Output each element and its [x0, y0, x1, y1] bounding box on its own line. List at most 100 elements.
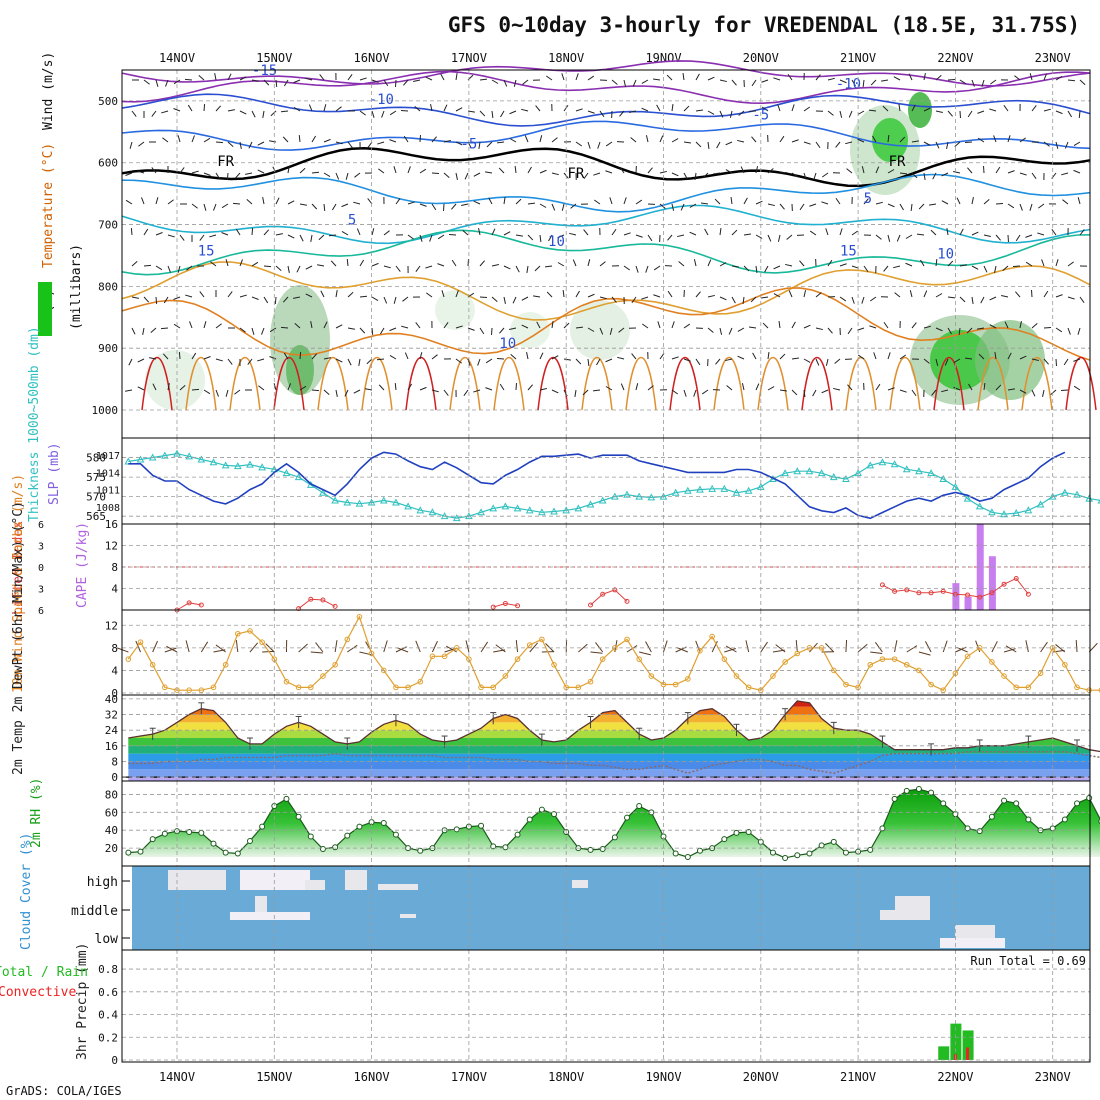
rh-point	[830, 838, 837, 845]
cloud-clear-patch	[400, 914, 416, 918]
warm-isotherm	[889, 357, 921, 411]
surface-wind-barb	[465, 640, 470, 653]
cloud-level-middle: middle	[71, 904, 118, 919]
rh-legend-swatch	[38, 282, 52, 336]
date-tick-bottom: 17NOV	[451, 1070, 487, 1084]
wind-speed-point	[125, 656, 132, 662]
thickness-point	[173, 449, 181, 457]
rh-point	[745, 829, 752, 835]
warm-isotherm	[713, 357, 745, 411]
surface-wind-barb	[645, 641, 652, 653]
rh-shading	[975, 320, 1045, 400]
wind-tick: 8	[111, 642, 118, 655]
date-tick-bottom: 15NOV	[256, 1070, 292, 1084]
wind-speed-point	[514, 656, 521, 662]
rh-point	[696, 847, 703, 854]
date-tick-top: 21NOV	[840, 51, 876, 65]
surface-wind-barb	[166, 645, 178, 653]
wind-speed-point	[697, 647, 703, 654]
rh-shading	[908, 92, 932, 128]
thickness-point	[160, 451, 169, 459]
rh-point	[1001, 797, 1008, 804]
isotherm-line	[121, 229, 1091, 276]
lifted-index-point	[308, 596, 314, 602]
rh-point	[891, 795, 898, 802]
warm-isotherm	[229, 357, 261, 411]
thickness-point	[683, 486, 692, 494]
contour-label: 10	[499, 336, 516, 352]
lifted-index-point	[989, 590, 995, 596]
lifted-index-point	[1025, 591, 1031, 597]
chart-title: GFS 0~10day 3-hourly for VREDENDAL (18.5…	[448, 13, 1080, 37]
precip-total-bar	[962, 1030, 974, 1060]
rh-point	[453, 826, 460, 833]
cape-tick: 12	[105, 540, 118, 553]
wind-speed-point	[429, 653, 436, 660]
warm-isotherm	[801, 357, 833, 411]
date-tick-bottom: 14NOV	[159, 1070, 195, 1084]
wind-hgrid	[122, 624, 1090, 694]
wind-speed-point	[843, 681, 849, 688]
ylabel-temperature: Temperature (°C)	[41, 143, 56, 268]
pre-hgrid	[122, 968, 1090, 1061]
surface-wind-barb	[711, 640, 718, 653]
ylabel-thickness: Thickness 1000~500mb (dm)	[27, 326, 42, 522]
surface-wind-barb	[590, 651, 603, 654]
surface-wind-barb	[495, 644, 506, 653]
contour-label: FR	[889, 154, 906, 170]
isotherm-line	[121, 70, 1091, 105]
rh-tick: 60	[105, 806, 118, 819]
thickness-point	[1036, 500, 1045, 508]
cloud-level-high: high	[87, 875, 118, 890]
warm-isotherm	[493, 357, 525, 411]
warm-isotherm	[185, 357, 217, 411]
thickness-point	[574, 504, 583, 512]
precip-panel: 0 0.2 0.4 0.6 0.8 Run Total = 0.69 3hr Precip …	[0, 943, 1086, 1067]
surface-wind-barb	[725, 645, 737, 653]
wind-speed-point	[490, 684, 497, 691]
rh-point	[867, 846, 874, 853]
rh-point	[514, 831, 521, 838]
rh-point	[782, 854, 789, 861]
wind-speed-point	[502, 673, 509, 679]
thickness-point	[331, 496, 339, 504]
lifted-index-point	[588, 602, 594, 608]
thickness-point	[233, 462, 242, 470]
isotherm-line	[121, 120, 1091, 151]
cloud-clear-patch	[378, 884, 418, 890]
surface-wind-barb	[578, 643, 588, 653]
thickness-point	[878, 458, 887, 466]
cloud-clear-patch	[345, 870, 367, 890]
rh-point	[684, 854, 691, 861]
surface-wind-barb	[918, 651, 931, 656]
surface-wind-barb	[445, 645, 457, 653]
lifted-index-point	[186, 600, 192, 606]
rh-point	[915, 786, 922, 793]
thickness-point	[355, 499, 364, 507]
wind-speed-point	[733, 673, 740, 679]
rh-point	[964, 825, 971, 832]
rh-point	[125, 849, 132, 856]
rh-point	[356, 823, 363, 830]
warm-isotherm	[141, 357, 173, 411]
rh-line	[128, 788, 1100, 859]
cloud-vgrid	[176, 866, 1054, 950]
rh-point	[502, 844, 509, 851]
surface-wind-barb	[431, 640, 438, 653]
lifted-index-point	[612, 587, 618, 593]
cloud-clear-patch	[168, 870, 226, 890]
surface-wind-barb	[235, 640, 239, 653]
thickness-point	[185, 452, 194, 460]
thickness-point	[1073, 490, 1081, 498]
rh-shading	[510, 312, 550, 348]
lifted-index-point	[928, 590, 934, 596]
rh-point	[733, 829, 740, 836]
thickness-point	[866, 461, 875, 469]
thickness-point	[647, 493, 656, 501]
rh-point	[149, 836, 156, 843]
surface-wind-barb	[906, 645, 918, 653]
thickness-point	[975, 502, 984, 510]
precip-tick: 0.4	[98, 1009, 118, 1022]
lifted-tick: 6	[38, 520, 44, 531]
lifted-index-point	[320, 597, 326, 603]
